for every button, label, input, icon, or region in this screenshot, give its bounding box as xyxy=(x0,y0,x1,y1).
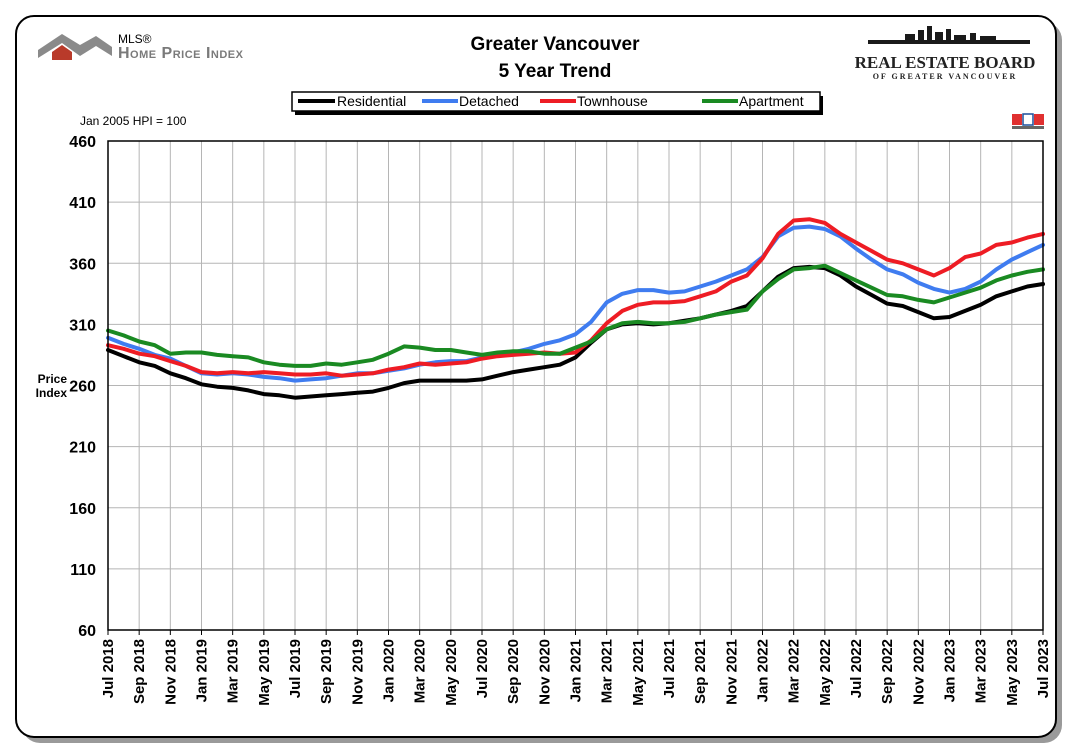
legend-item-residential: Residential xyxy=(298,93,406,109)
hpi-logo-small-text: MLS® xyxy=(118,32,152,46)
x-tick-label: Sep 2022 xyxy=(879,639,896,704)
mls-mark-icon xyxy=(1012,113,1044,129)
legend-label-apartment: Apartment xyxy=(739,93,804,109)
x-tick-label: Nov 2021 xyxy=(723,639,740,705)
legend: Residential Detached Townhouse Apartment xyxy=(291,91,823,115)
x-tick-label: Mar 2023 xyxy=(973,639,990,703)
x-tick-label: Jan 2021 xyxy=(568,639,585,702)
chart-title-line2: 5 Year Trend xyxy=(499,61,612,82)
y-tick-label: 360 xyxy=(69,256,96,273)
y-axis-label-line2: Index xyxy=(36,386,68,400)
series-lines xyxy=(106,217,1045,400)
hpi-logo-main-text: Home Price Index xyxy=(118,45,244,62)
y-tick-label: 210 xyxy=(69,440,96,457)
x-tick-label: Jul 2020 xyxy=(474,639,491,698)
x-tick-label: Mar 2020 xyxy=(412,639,429,703)
series-line-residential xyxy=(106,264,1045,400)
x-tick-label: May 2022 xyxy=(817,639,834,706)
x-tick-label: Jan 2022 xyxy=(755,639,772,702)
legend-label-residential: Residential xyxy=(337,93,406,109)
board-logo-main-text: REAL ESTATE BOARD xyxy=(855,53,1036,72)
x-tick-label: Sep 2020 xyxy=(505,639,522,704)
x-tick-label: Sep 2021 xyxy=(692,639,709,704)
series-line-townhouse xyxy=(106,217,1045,378)
x-tick-label: Jul 2023 xyxy=(1035,639,1052,698)
y-axis-ticks: 60 110 160 210 260 310 360 410 460 xyxy=(69,134,96,640)
x-tick-label: Sep 2018 xyxy=(131,639,148,704)
y-tick-label: 310 xyxy=(69,317,96,334)
y-tick-label: 160 xyxy=(69,501,96,518)
series-line-detached xyxy=(106,224,1045,383)
x-axis-ticks: Jul 2018 Sep 2018 Nov 2018 Jan 2019 Mar 2019… xyxy=(100,630,1052,706)
legend-item-apartment: Apartment xyxy=(702,93,804,109)
x-tick-label: Jul 2019 xyxy=(287,639,304,698)
x-tick-label: Nov 2022 xyxy=(910,639,927,705)
legend-label-townhouse: Townhouse xyxy=(577,93,648,109)
legend-item-detached: Detached xyxy=(422,93,519,109)
x-tick-label: Jul 2018 xyxy=(100,639,117,698)
y-tick-label: 410 xyxy=(69,195,96,212)
series-line-apartment xyxy=(106,263,1045,368)
legend-item-townhouse: Townhouse xyxy=(540,93,648,109)
x-tick-label: May 2020 xyxy=(443,639,460,706)
x-tick-label: Nov 2020 xyxy=(536,639,553,705)
x-tick-label: Nov 2018 xyxy=(162,639,179,705)
x-tick-label: Jan 2019 xyxy=(194,639,211,702)
x-tick-label: Sep 2019 xyxy=(318,639,335,704)
plot-area-border xyxy=(107,140,1044,631)
y-tick-label: 260 xyxy=(69,379,96,396)
y-tick-label: 60 xyxy=(78,623,96,640)
x-tick-label: May 2019 xyxy=(256,639,273,706)
x-tick-label: Nov 2019 xyxy=(349,639,366,705)
hpi-base-note: Jan 2005 HPI = 100 xyxy=(80,114,187,128)
legend-label-detached: Detached xyxy=(459,93,519,109)
x-tick-label: May 2021 xyxy=(630,639,647,706)
figure-border xyxy=(15,15,1057,738)
y-tick-label: 110 xyxy=(70,562,96,579)
real-estate-board-logo: REAL ESTATE BOARD OF GREATER VANCOUVER xyxy=(855,26,1036,81)
board-logo-sub-text: OF GREATER VANCOUVER xyxy=(873,72,1018,81)
y-tick-label: 460 xyxy=(69,134,96,151)
x-tick-label: Mar 2019 xyxy=(225,639,242,703)
mls-hpi-logo: MLS® Home Price Index xyxy=(38,32,244,62)
x-tick-label: Jan 2023 xyxy=(942,639,959,702)
x-tick-label: Mar 2021 xyxy=(599,639,616,703)
x-tick-label: Mar 2022 xyxy=(786,639,803,703)
x-tick-label: May 2023 xyxy=(1004,639,1021,706)
chart-title-line1: Greater Vancouver xyxy=(471,34,641,55)
x-tick-label: Jul 2021 xyxy=(661,639,678,698)
x-tick-label: Jan 2020 xyxy=(381,639,398,702)
y-axis-label-line1: Price xyxy=(38,372,68,386)
x-tick-label: Jul 2022 xyxy=(848,639,865,698)
